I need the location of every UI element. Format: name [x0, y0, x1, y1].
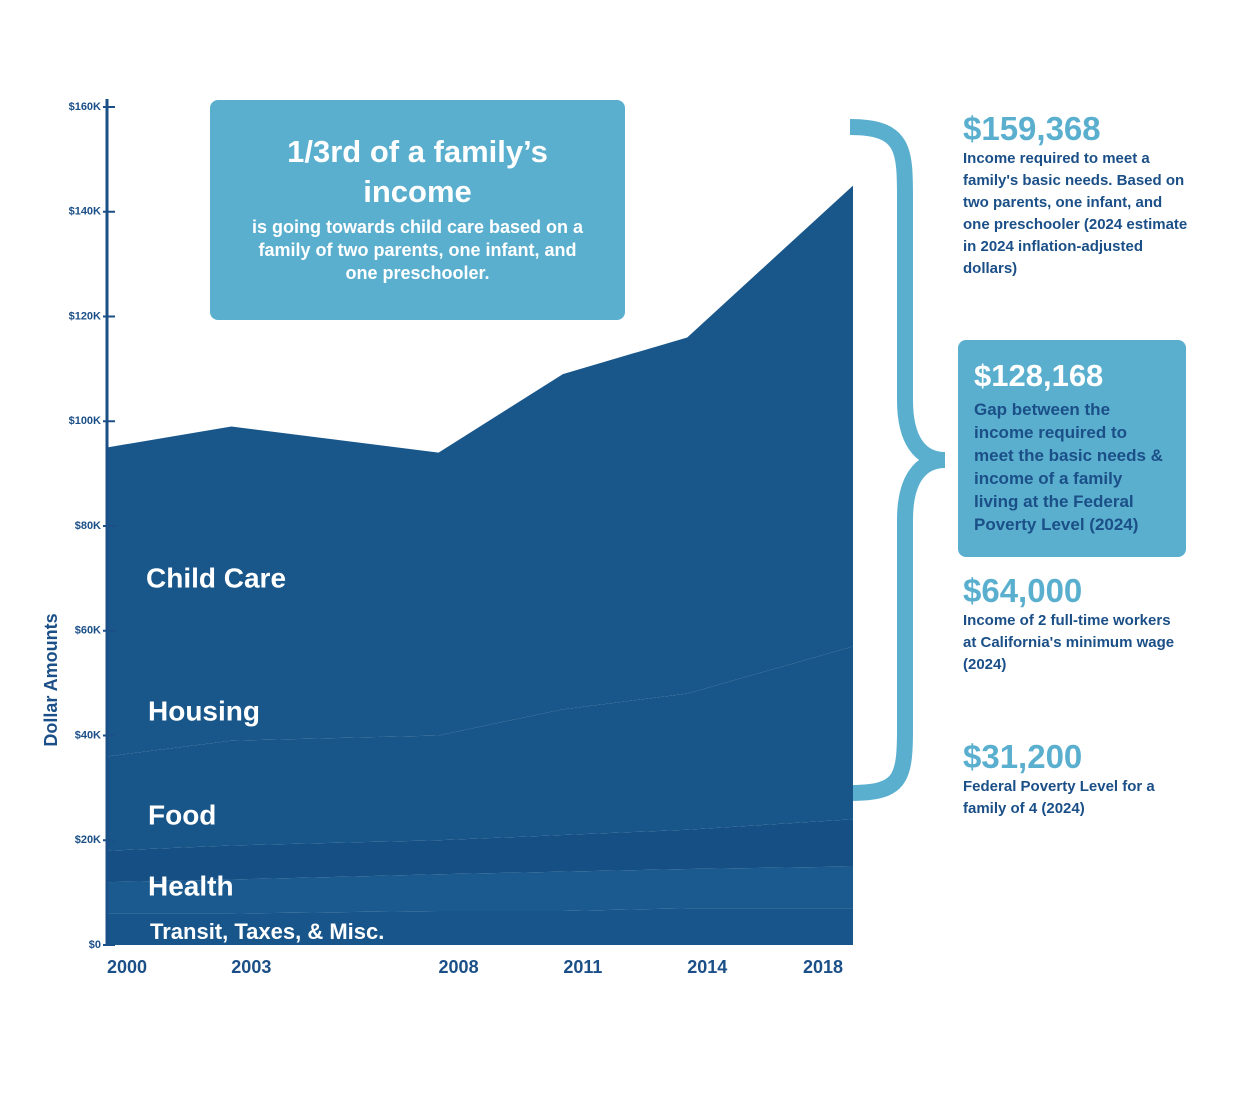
- area: [107, 866, 853, 914]
- annotation-text: Gap between the income required to meet …: [974, 400, 1163, 534]
- y-tick-label: $140K: [69, 206, 101, 218]
- annotation: $31,200 Federal Poverty Level for a famil…: [963, 738, 1188, 820]
- series-label: Child Care: [146, 562, 286, 593]
- annotation: $159,368 Income required to meet a family…: [963, 110, 1188, 280]
- amount: $128,168: [974, 358, 1104, 393]
- annotation: $64,000 Income of 2 full-time workers at …: [963, 572, 1188, 676]
- y-tick-label: $80K: [75, 520, 101, 532]
- y-tick-label: $100K: [69, 415, 101, 427]
- annotation-text: Income of 2 full-time workers at Califor…: [963, 612, 1175, 673]
- y-tick-label: $0: [89, 939, 101, 951]
- gap-box: $128,168 Gap between the income required …: [958, 340, 1186, 557]
- x-tick-label: 2011: [563, 957, 602, 977]
- area: [107, 646, 853, 851]
- y-tick-label: $160K: [69, 101, 101, 113]
- x-tick-label: 2018: [803, 957, 843, 977]
- amount: $31,200: [963, 738, 1083, 775]
- y-tick-label: $60K: [75, 625, 101, 637]
- y-tick-label: $120K: [69, 310, 101, 322]
- series-label: Food: [148, 799, 216, 830]
- series-label: Transit, Taxes, & Misc.: [150, 919, 384, 944]
- callout-headline: 1/3rd of a family’s income: [287, 134, 548, 209]
- series-label: Health: [148, 870, 234, 901]
- x-tick-label: 2003: [231, 957, 271, 977]
- x-tick-label: 2014: [687, 957, 727, 977]
- area: [107, 185, 853, 757]
- x-tick-label: 2000: [107, 957, 147, 977]
- brace: [849, 119, 946, 801]
- amount: $159,368: [963, 110, 1101, 147]
- y-tick-label: $20K: [75, 834, 101, 846]
- series-label: Housing: [148, 695, 260, 726]
- area: [107, 819, 853, 883]
- y-tick-label: $40K: [75, 729, 101, 741]
- x-tick-label: 2008: [439, 957, 479, 977]
- y-axis-label: Dollar Amounts: [41, 613, 61, 746]
- annotation-text: Federal Poverty Level for a family of 4 …: [963, 778, 1155, 817]
- callout-box: 1/3rd of a family’s income is going towa…: [210, 100, 625, 320]
- callout-text: is going towards child care based on a f…: [251, 217, 584, 283]
- area: [107, 908, 853, 945]
- annotation-text: Income required to meet a family's basic…: [963, 150, 1188, 277]
- amount: $64,000: [963, 572, 1083, 609]
